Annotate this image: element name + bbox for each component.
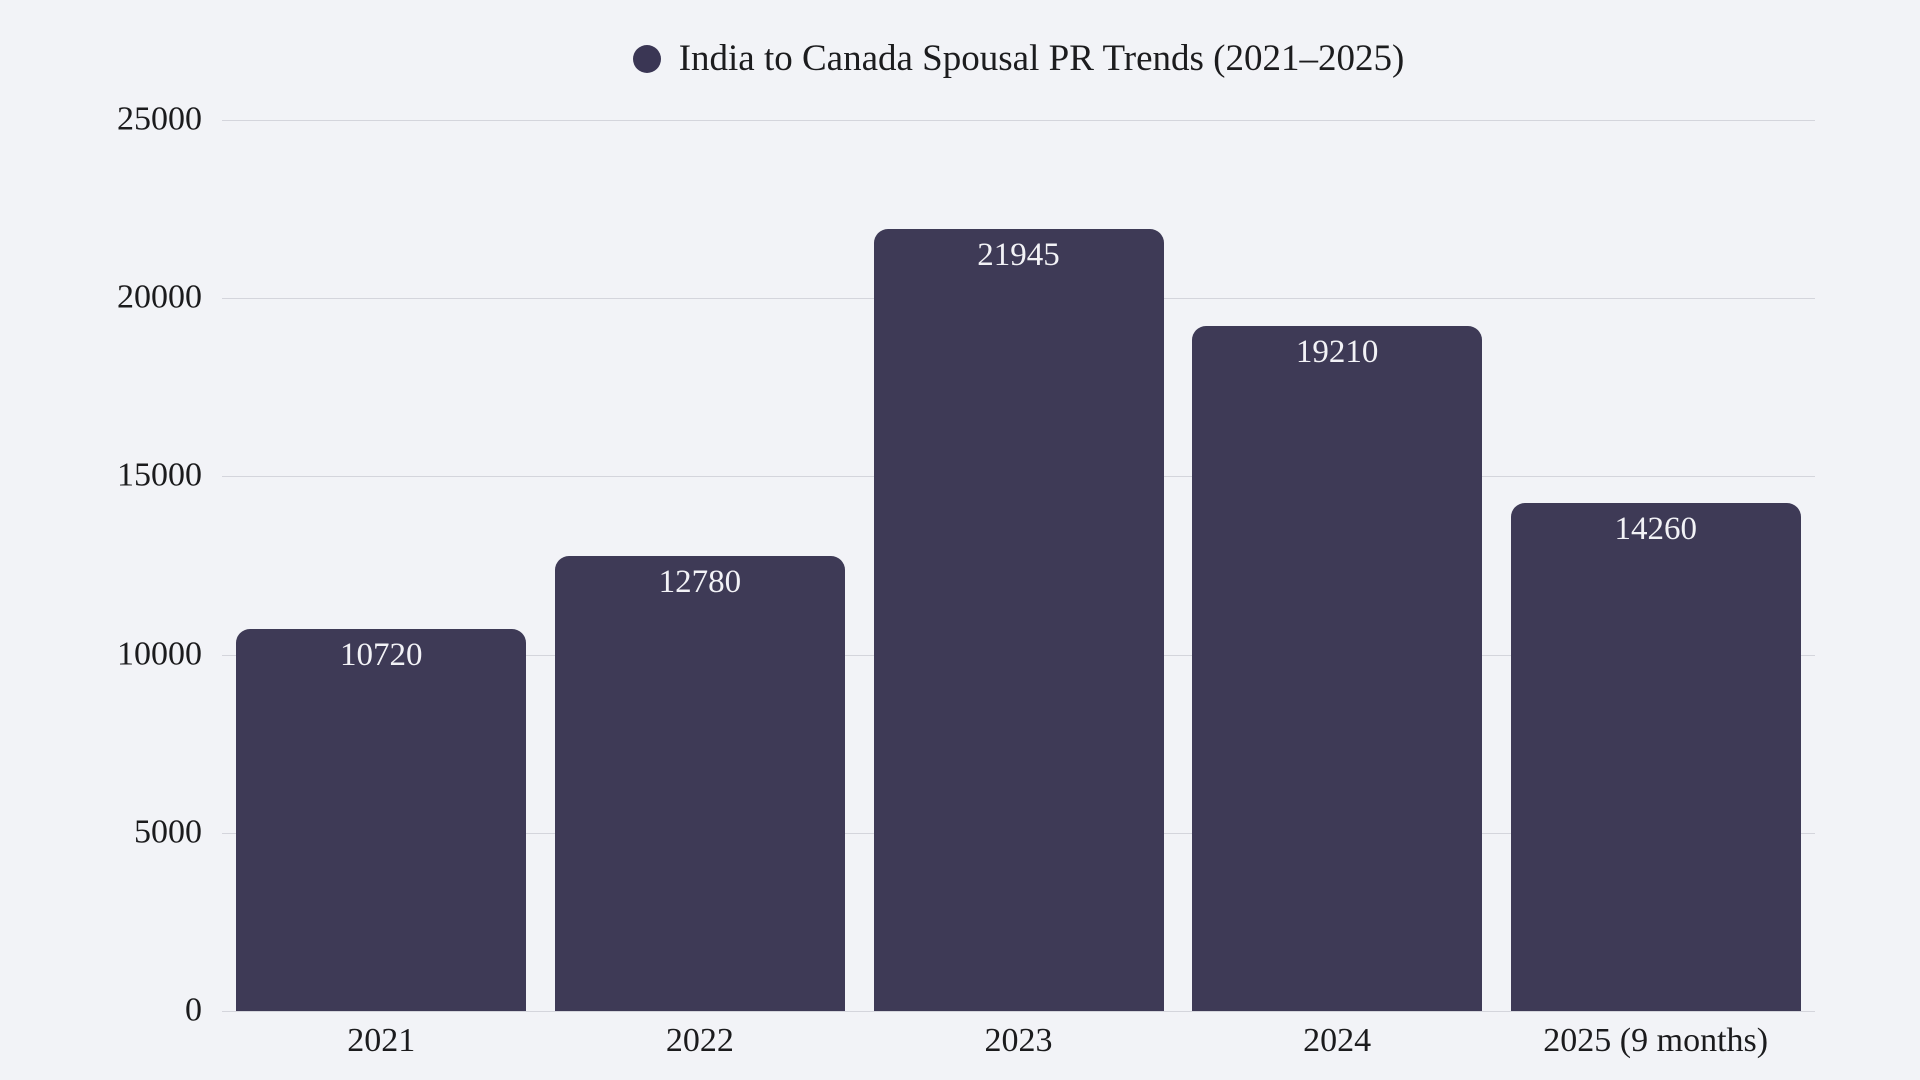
bar-2025-9-months-: 14260 (1510, 502, 1801, 1011)
x-axis-label-2021: 2021 (347, 1022, 416, 1059)
x-axis: 2021 2022 2023 2024 2025 (9 months) (222, 1019, 1815, 1063)
y-axis-tick-label-20000: 20000 (117, 278, 202, 316)
bar-value-label-2022: 12780 (658, 563, 742, 600)
gridline-25000 (222, 120, 1815, 121)
bar-2022: 12780 (554, 555, 845, 1011)
y-axis-tick-label-0: 0 (185, 991, 202, 1029)
chart-title: India to Canada Spousal PR Trends (2021–… (678, 38, 1405, 79)
x-axis-label-2023: 2023 (984, 1022, 1053, 1059)
y-axis-tick-label-10000: 10000 (117, 634, 202, 672)
plot-area: 10720 12780 21945 19210 14260 (222, 120, 1815, 1012)
bar-2023: 21945 (873, 228, 1164, 1011)
y-axis-tick-label-5000: 5000 (134, 813, 202, 851)
x-axis-label-2024: 2024 (1303, 1022, 1372, 1059)
bar-value-label-2025-9-months-: 14260 (1614, 510, 1697, 547)
legend-item[interactable]: India to Canada Spousal PR Trends (2021–… (222, 38, 1815, 80)
y-axis-tick-label-25000: 25000 (117, 100, 202, 138)
gridline-0 (222, 1011, 1815, 1012)
bar-value-label-2023: 21945 (977, 236, 1060, 273)
x-axis-label-2025-9-months-: 2025 (9 months) (1543, 1022, 1769, 1059)
bar-2024: 19210 (1192, 326, 1483, 1011)
legend-circle-icon (632, 45, 661, 73)
y-axis-tick-label-15000: 15000 (117, 456, 202, 494)
x-axis-label-2022: 2022 (665, 1022, 734, 1059)
y-axis: 0 5000 10000 15000 20000 25000 (0, 102, 202, 1027)
bar-2021: 10720 (236, 628, 527, 1011)
bar-value-label-2021: 10720 (340, 636, 423, 673)
bar-value-label-2024: 19210 (1295, 334, 1379, 371)
